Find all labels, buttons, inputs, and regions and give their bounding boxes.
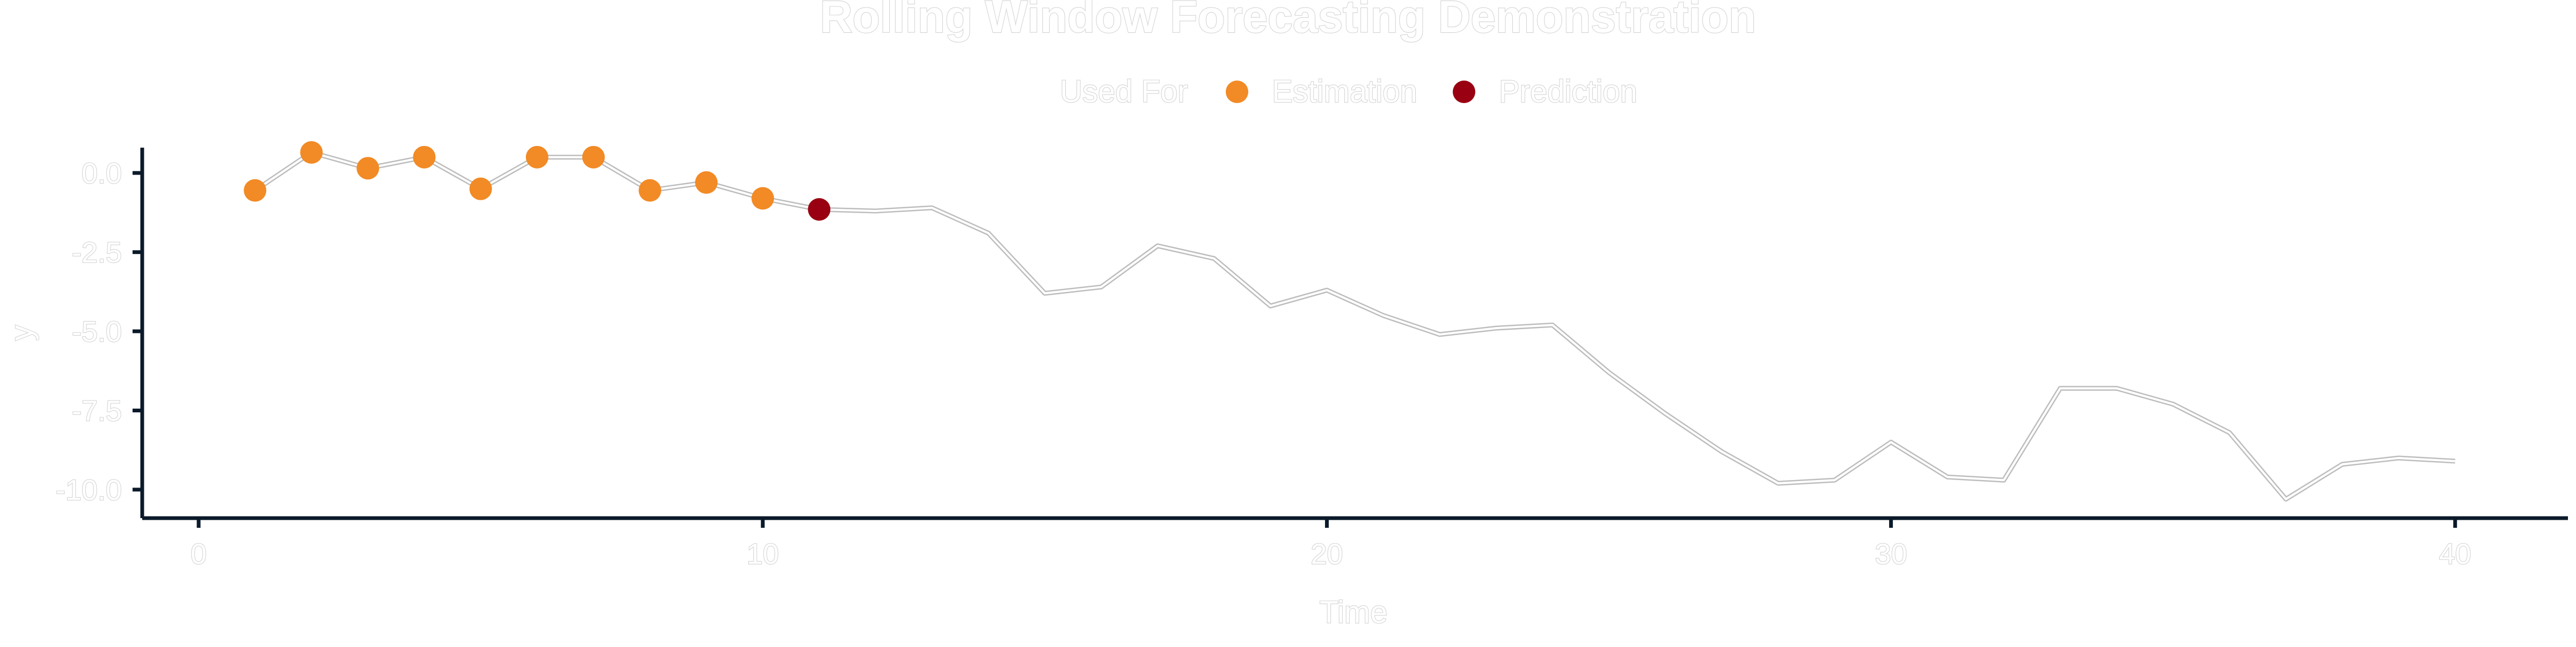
estimation-point	[244, 179, 267, 202]
x-tick-label: 40	[2439, 538, 2471, 570]
legend-label-prediction: Prediction	[1499, 74, 1637, 109]
estimation-point	[695, 171, 718, 194]
legend-title: Used For	[1060, 74, 1188, 109]
x-tick-label: 10	[747, 538, 779, 570]
x-tick-label: 0	[191, 538, 207, 570]
y-tick-label: 0.0	[82, 157, 122, 190]
line-layer	[253, 150, 2456, 502]
estimation-point	[356, 157, 379, 180]
estimation-point	[751, 187, 774, 210]
estimation-point	[525, 146, 548, 169]
points-layer	[244, 141, 831, 221]
x-tick-label: 30	[1875, 538, 1907, 570]
estimation-point	[469, 177, 492, 200]
estimation-point	[582, 146, 605, 169]
y-axis-label: y	[4, 325, 39, 341]
x-tick-label: 20	[1311, 538, 1343, 570]
y-tick-label: -7.5	[72, 395, 122, 427]
legend-label-estimation: Estimation	[1272, 74, 1417, 109]
estimation-point	[413, 146, 436, 169]
chart-title: Rolling Window Forecasting Demonstration	[820, 0, 1757, 42]
estimation-point	[639, 179, 662, 202]
y-tick-label: -10.0	[56, 474, 122, 506]
legend-key-prediction	[1453, 81, 1475, 103]
series-line-outline	[253, 150, 2456, 502]
legend-key-estimation	[1226, 81, 1248, 103]
series-line	[254, 151, 2455, 500]
prediction-point	[808, 198, 831, 221]
text-layer: Rolling Window Forecasting Demonstration…	[4, 0, 2472, 630]
axes-layer	[133, 148, 2568, 528]
y-tick-label: -5.0	[72, 316, 122, 348]
x-axis-label: Time	[1320, 595, 1388, 630]
y-tick-label: -2.5	[72, 237, 122, 269]
legend: Used For Estimation Prediction	[1059, 74, 1638, 110]
estimation-point	[300, 141, 323, 164]
